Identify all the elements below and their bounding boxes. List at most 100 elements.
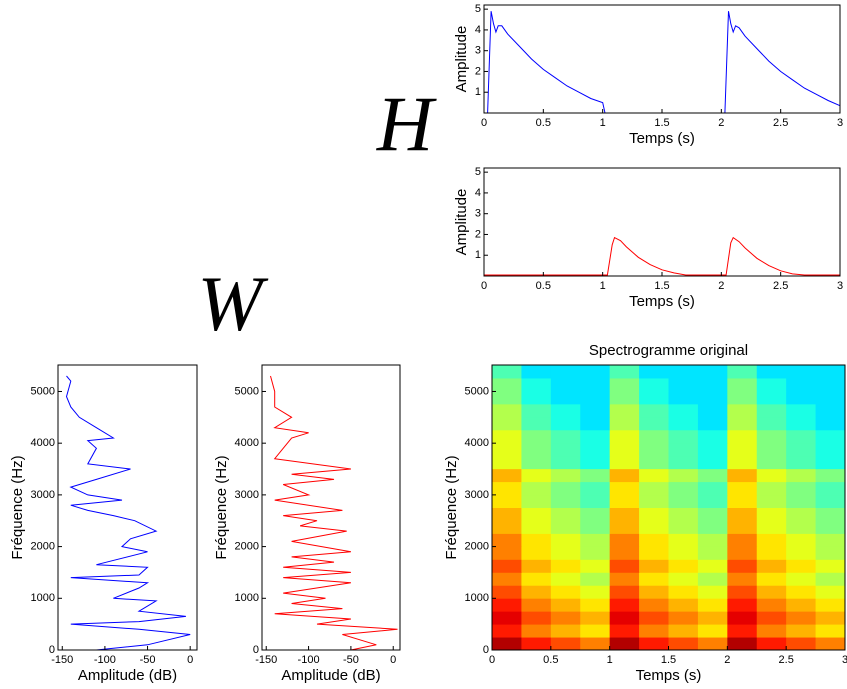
heatmap-cell — [727, 637, 758, 651]
axes-frame — [261, 364, 401, 651]
heatmap-cell — [727, 494, 758, 508]
y-tick-label: 0 — [49, 644, 55, 656]
x-tick-label: 0 — [390, 654, 396, 666]
heatmap-cell — [815, 520, 846, 534]
heatmap-cell — [550, 598, 581, 612]
heatmap-cell — [639, 507, 669, 521]
heatmap-cell — [609, 624, 640, 638]
heatmap-cell — [815, 546, 846, 560]
heatmap-cell — [756, 624, 787, 638]
heatmap-cell — [668, 481, 699, 496]
x-tick-label: 0 — [187, 654, 193, 666]
y-tick-label: 3000 — [235, 489, 259, 501]
y-tick-label: 0 — [483, 644, 489, 656]
y-tick-label: 1000 — [235, 592, 259, 604]
heatmap-cell — [639, 429, 669, 444]
heatmap-cell — [639, 416, 669, 431]
heatmap-cell — [639, 585, 669, 599]
heatmap-cell — [697, 494, 728, 508]
heatmap-cell — [492, 455, 522, 470]
heatmap-cell — [550, 611, 581, 625]
heatmap-cell — [550, 546, 581, 560]
heatmap-cell — [697, 637, 728, 651]
heatmap-cell — [727, 520, 758, 534]
heatmap-cell — [550, 533, 581, 547]
heatmap-cell — [492, 624, 522, 638]
heatmap-cell — [609, 377, 640, 392]
heatmap-cell — [668, 429, 699, 444]
heatmap-cell — [668, 416, 699, 431]
heatmap-cell — [668, 468, 699, 483]
heatmap-cell — [492, 598, 522, 612]
heatmap-cell — [697, 429, 728, 444]
heatmap-cell — [697, 442, 728, 457]
heatmap-cell — [815, 377, 846, 392]
heatmap-cell — [756, 481, 787, 496]
y-axis-label: Amplitude — [453, 189, 470, 256]
heatmap-cell — [727, 442, 758, 457]
heatmap-cell — [756, 455, 787, 470]
heatmap-cell — [815, 365, 846, 379]
heatmap-cell — [727, 365, 758, 379]
heatmap-cell — [609, 507, 640, 521]
heatmap-cell — [521, 429, 552, 444]
heatmap-cell — [550, 429, 581, 444]
heatmap-cell — [580, 494, 611, 508]
heatmap-cell — [697, 572, 728, 586]
heatmap-cell — [580, 507, 611, 521]
heatmap-cell — [639, 572, 669, 586]
heatmap-cell — [815, 403, 846, 418]
y-tick-label: 4000 — [235, 437, 259, 449]
y-tick-label: 1000 — [465, 592, 489, 604]
x-tick-label: 0 — [481, 280, 487, 292]
heatmap-cell — [815, 481, 846, 496]
heatmap-cell — [815, 585, 846, 599]
heatmap-cell — [668, 546, 699, 560]
heatmap-cell — [697, 455, 728, 470]
heatmap-cell — [609, 442, 640, 457]
y-tick-label: 4 — [475, 187, 481, 199]
heatmap-cell — [756, 546, 787, 560]
heatmap-cell — [492, 546, 522, 560]
y-axis-label: Amplitude — [453, 26, 470, 93]
heatmap-cell — [727, 455, 758, 470]
x-tick-label: -150 — [255, 654, 277, 666]
y-axis-label: Fréquence (Hz) — [213, 455, 230, 559]
heatmap-cell — [550, 572, 581, 586]
heatmap-cell — [521, 390, 552, 405]
heatmap-cell — [550, 377, 581, 392]
heatmap-cell — [580, 572, 611, 586]
heatmap-cell — [697, 390, 728, 405]
heatmap-cell — [521, 455, 552, 470]
y-tick-label: 3 — [475, 208, 481, 220]
heatmap-cell — [668, 520, 699, 534]
heatmap-cell — [756, 598, 787, 612]
heatmap-cell — [580, 429, 611, 444]
heatmap-cell — [697, 559, 728, 573]
x-tick-label: -150 — [51, 654, 73, 666]
heatmap-cell — [580, 403, 611, 418]
y-tick-label: 1 — [475, 86, 481, 98]
heatmap-cell — [815, 637, 846, 651]
heatmap-cell — [786, 468, 817, 483]
heatmap-cell — [639, 481, 669, 496]
y-tick-label: 1 — [475, 249, 481, 261]
heatmap-cell — [521, 481, 552, 496]
heatmap-cell — [580, 637, 611, 651]
heatmap-cell — [580, 455, 611, 470]
heatmap-cell — [697, 520, 728, 534]
h-label: H — [376, 80, 437, 167]
heatmap-cell — [639, 403, 669, 418]
heatmap-cell — [580, 481, 611, 496]
heatmap-cell — [786, 481, 817, 496]
y-tick-label: 2 — [475, 65, 481, 77]
heatmap-cell — [697, 416, 728, 431]
y-tick-label: 5000 — [465, 385, 489, 397]
heatmap-cell — [609, 572, 640, 586]
heatmap-cell — [668, 533, 699, 547]
heatmap-cell — [492, 429, 522, 444]
heatmap-cell — [756, 390, 787, 405]
heatmap-cell — [609, 598, 640, 612]
heatmap-cell — [756, 637, 787, 651]
heatmap-cell — [639, 637, 669, 651]
